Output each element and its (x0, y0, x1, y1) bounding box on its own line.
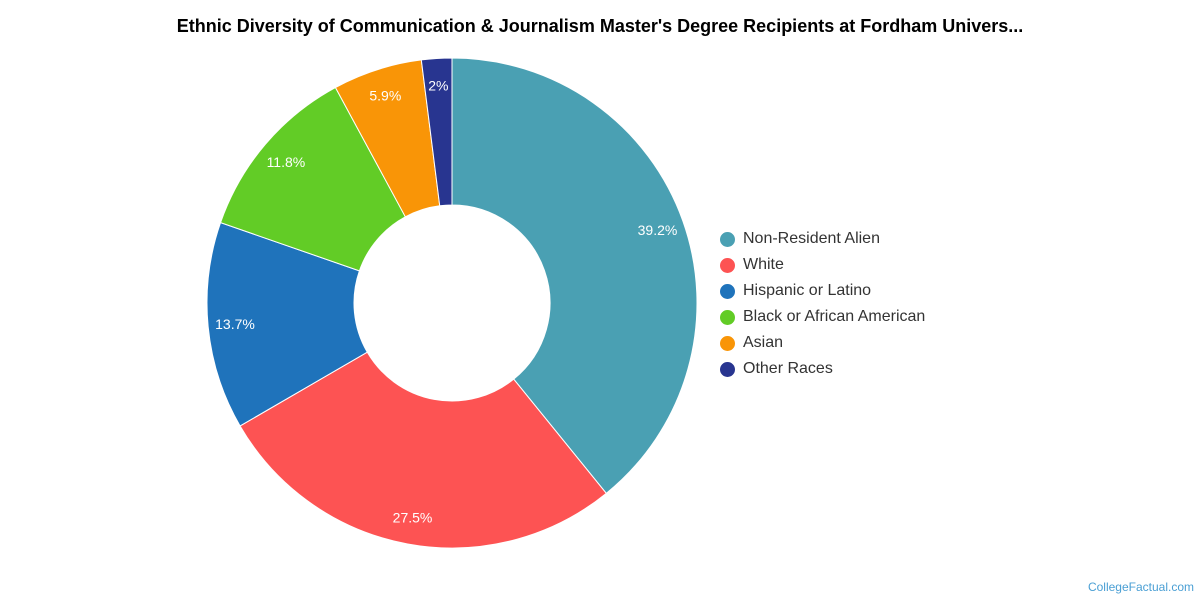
donut-slice-0[interactable] (451, 57, 698, 495)
donut-slice-2[interactable] (206, 221, 368, 427)
legend-marker (720, 257, 735, 273)
legend-label: Hispanic or Latino (743, 282, 872, 299)
donut-slice-3[interactable] (219, 86, 407, 272)
legend-marker (720, 361, 735, 377)
legend-item[interactable]: Asian (720, 330, 925, 356)
legend-item[interactable]: White (720, 252, 925, 278)
slice-data-label: 39.2% (638, 222, 678, 238)
legend-label: Non-Resident Alien (743, 230, 880, 247)
legend-label: Black or African American (743, 308, 926, 325)
chart-legend: Non-Resident Alien White Hispanic or Lat… (720, 226, 925, 382)
legend-item[interactable]: Hispanic or Latino (720, 278, 925, 304)
legend-label: Asian (743, 334, 784, 351)
legend-item[interactable]: Black or African American (720, 304, 925, 330)
legend-marker (720, 231, 735, 247)
watermark[interactable]: CollegeFactual.com (1087, 580, 1194, 594)
legend-item[interactable]: Non-Resident Alien (720, 226, 925, 252)
slice-data-label: 5.9% (369, 87, 401, 103)
legend-marker (720, 335, 735, 351)
legend-label: Other Races (743, 360, 833, 377)
donut-slice-1[interactable] (239, 351, 607, 549)
chart-title: Ethnic Diversity of Communication & Jour… (176, 16, 1024, 36)
slice-data-label: 2% (428, 77, 448, 93)
legend-label: White (743, 256, 784, 273)
legend-item[interactable]: Other Races (720, 356, 925, 382)
slice-data-label: 13.7% (215, 316, 255, 332)
legend-marker (720, 283, 735, 299)
legend-marker (720, 309, 735, 325)
slice-data-label: 11.8% (267, 154, 306, 170)
donut-slice-5[interactable] (420, 57, 453, 207)
slice-data-label: 27.5% (393, 509, 433, 525)
